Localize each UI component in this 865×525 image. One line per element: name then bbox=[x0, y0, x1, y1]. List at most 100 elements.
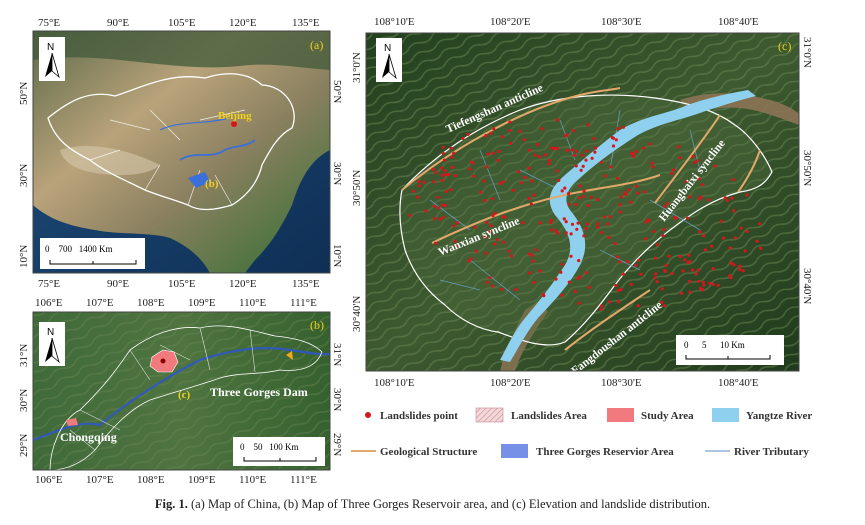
landslide-point bbox=[608, 300, 612, 304]
landslide-point bbox=[621, 125, 626, 129]
landslide-point bbox=[725, 198, 729, 202]
landslide-point bbox=[562, 217, 566, 221]
c-top-tick: 108°20'E bbox=[490, 16, 531, 28]
north-label-b: N bbox=[47, 327, 54, 338]
landslide-point bbox=[599, 307, 603, 311]
landslide-point bbox=[482, 179, 486, 183]
huangbaixi-syncline-2 bbox=[737, 149, 761, 193]
landslide-point bbox=[619, 195, 623, 199]
landslide-point bbox=[585, 271, 589, 275]
landslide-point bbox=[671, 168, 676, 172]
landslide-point bbox=[613, 241, 617, 246]
panel-b: (c) Three Gorges Dam Chongqing (b) N 0 5… bbox=[32, 311, 331, 471]
landslide-point bbox=[684, 179, 688, 183]
landslide-point bbox=[596, 225, 600, 229]
landslide-point bbox=[678, 156, 682, 160]
landslide-point bbox=[593, 146, 598, 150]
landslide-point bbox=[527, 196, 531, 201]
landslide-point bbox=[580, 153, 584, 157]
landslide-point bbox=[639, 272, 643, 276]
landslide-point bbox=[521, 221, 525, 225]
landslide-point bbox=[732, 209, 736, 213]
landslide-point bbox=[497, 149, 501, 154]
landslide-point bbox=[670, 171, 674, 175]
landslide-point bbox=[690, 268, 695, 272]
panel-c: Tiefengshan anticline Wanxian syncline H… bbox=[365, 32, 800, 377]
caption-fig-label: Fig. 1. bbox=[154, 497, 188, 511]
landslide-point bbox=[569, 232, 573, 236]
landslide-point bbox=[485, 280, 489, 284]
landslide-point bbox=[453, 239, 457, 243]
legend: Landslides point Landslides Area Study A… bbox=[351, 407, 812, 458]
landslide-point bbox=[745, 193, 749, 197]
landslide-point bbox=[547, 158, 551, 162]
c-right-tick: 30°40'N bbox=[801, 268, 813, 304]
landslide-point bbox=[616, 126, 620, 131]
c-bottom-tick: 108°40'E bbox=[718, 377, 759, 389]
panel-c-ticks: 108°10'E 108°20'E 108°30'E 108°40'E 108°… bbox=[351, 16, 813, 389]
landslide-point bbox=[625, 260, 630, 264]
panel-b-ticks: 106°E 107°E 108°E 109°E 110°E 111°E 106°… bbox=[18, 297, 343, 486]
landslide-point bbox=[538, 269, 542, 273]
b-top-tick: 111°E bbox=[290, 297, 317, 309]
landslide-point bbox=[507, 249, 511, 253]
a-bottom-tick: 120°E bbox=[229, 278, 257, 290]
a-top-tick: 105°E bbox=[168, 17, 196, 29]
b-right-tick: 30°N bbox=[331, 388, 343, 411]
landslide-point bbox=[739, 226, 743, 230]
landslide-point bbox=[431, 167, 435, 171]
wanxian-syncline bbox=[431, 174, 661, 244]
landslide-point bbox=[444, 189, 449, 194]
landslide-point bbox=[660, 300, 664, 304]
a-right-tick: 30°N bbox=[331, 162, 343, 185]
landslide-point bbox=[567, 280, 571, 284]
landslide-point bbox=[616, 300, 621, 304]
landslide-point bbox=[643, 190, 647, 194]
landslide-point bbox=[642, 146, 646, 150]
landslide-point bbox=[486, 152, 490, 156]
landslide-point bbox=[652, 229, 656, 233]
landslide-point bbox=[549, 228, 554, 232]
landslide-point bbox=[509, 141, 513, 145]
landslide-point bbox=[422, 180, 426, 185]
landslide-point bbox=[621, 272, 625, 276]
landslide-point bbox=[569, 254, 573, 258]
legend-item-reservoir-area: Three Gorges Reservior Area bbox=[501, 444, 674, 458]
landslide-point bbox=[532, 193, 536, 197]
landslide-point bbox=[587, 285, 592, 289]
landslide-point bbox=[527, 166, 531, 170]
legend-item-geological-structure: Geological Structure bbox=[351, 446, 477, 458]
b-bottom-tick: 107°E bbox=[86, 474, 114, 486]
landslide-point bbox=[533, 153, 537, 157]
landslide-point bbox=[571, 129, 576, 133]
landslide-point bbox=[662, 227, 666, 231]
landslide-point bbox=[560, 293, 564, 297]
scalebar-label-c: 0 5 10 Km bbox=[684, 340, 745, 350]
landslide-point bbox=[492, 127, 496, 131]
b-bottom-tick: 110°E bbox=[239, 474, 266, 486]
landslide-point bbox=[484, 134, 488, 138]
landslide-point bbox=[490, 197, 494, 201]
c-left-tick: 31°0'N bbox=[351, 52, 363, 83]
landslide-point bbox=[455, 221, 459, 225]
landslide-point bbox=[496, 158, 500, 163]
landslide-point bbox=[713, 164, 717, 168]
landslide-point bbox=[443, 203, 447, 208]
landslide-point bbox=[599, 160, 603, 165]
landslide-point bbox=[614, 283, 618, 288]
landslide-point bbox=[643, 237, 648, 241]
landslide-point bbox=[573, 289, 577, 294]
landslide-point bbox=[758, 222, 762, 226]
landslide-points bbox=[408, 118, 763, 311]
landslide-point bbox=[631, 154, 636, 158]
landslide-point bbox=[499, 287, 503, 291]
landslide-point bbox=[627, 188, 631, 192]
landslide-point bbox=[555, 146, 559, 151]
landslide-point bbox=[552, 146, 556, 151]
landslide-point bbox=[442, 158, 447, 162]
landslide-point bbox=[608, 215, 612, 219]
landslide-point bbox=[523, 175, 527, 179]
landslide-point bbox=[531, 259, 535, 263]
landslide-point bbox=[647, 219, 651, 223]
landslide-point bbox=[424, 209, 428, 213]
